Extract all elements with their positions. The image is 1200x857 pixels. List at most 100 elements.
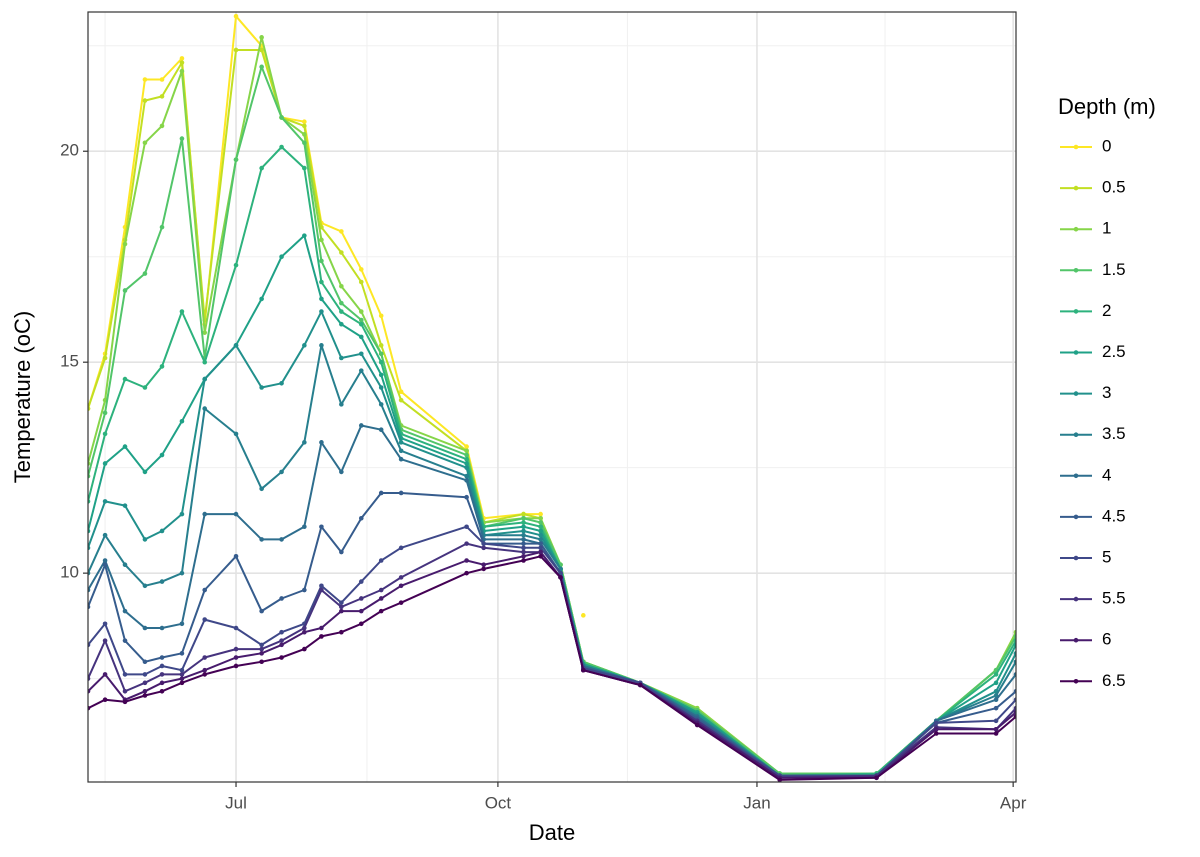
- data-point: [179, 667, 185, 673]
- data-point: [233, 553, 239, 559]
- data-point: [302, 629, 307, 635]
- data-point: [179, 676, 185, 681]
- data-point: [259, 486, 264, 492]
- legend-label: 1.5: [1102, 260, 1126, 279]
- data-point: [142, 140, 148, 146]
- data-point: [279, 115, 284, 120]
- data-point: [464, 570, 469, 576]
- data-point: [521, 537, 526, 542]
- data-point: [993, 726, 999, 732]
- data-point: [319, 258, 324, 264]
- data-point: [233, 511, 239, 517]
- data-point: [538, 516, 543, 521]
- data-point: [102, 638, 108, 643]
- data-point: [179, 621, 185, 627]
- data-point: [319, 279, 324, 285]
- data-point: [378, 490, 384, 496]
- data-point: [378, 385, 384, 390]
- data-point: [179, 680, 185, 686]
- data-point: [581, 613, 586, 618]
- legend-label: 0.5: [1102, 178, 1126, 197]
- data-point: [933, 731, 939, 736]
- data-point: [358, 267, 364, 272]
- data-point: [302, 140, 307, 146]
- data-point: [538, 545, 543, 551]
- data-point: [259, 651, 264, 656]
- data-point: [179, 68, 185, 74]
- data-point: [521, 532, 526, 538]
- data-point: [358, 579, 364, 584]
- data-point: [179, 418, 185, 424]
- data-point: [302, 233, 307, 238]
- data-point: [142, 659, 148, 665]
- data-point: [259, 659, 264, 665]
- data-point: [142, 77, 148, 82]
- data-point: [464, 494, 469, 500]
- data-point: [202, 359, 208, 365]
- data-point: [233, 47, 239, 53]
- data-point: [259, 165, 264, 171]
- data-point: [122, 562, 128, 568]
- data-point: [122, 672, 128, 677]
- data-point: [302, 524, 307, 530]
- data-point: [259, 64, 264, 70]
- data-point: [398, 600, 404, 605]
- data-point: [398, 389, 404, 395]
- data-point: [378, 402, 384, 407]
- data-point: [179, 56, 185, 61]
- data-point: [538, 520, 543, 525]
- data-point: [259, 35, 264, 40]
- data-point: [538, 528, 543, 534]
- data-point: [538, 541, 543, 546]
- data-point: [481, 566, 486, 572]
- data-point: [464, 558, 469, 563]
- data-point: [398, 456, 404, 462]
- legend-swatch-dot: [1073, 226, 1079, 232]
- data-point: [179, 511, 185, 517]
- legend-swatch-dot: [1073, 637, 1079, 643]
- legend-label: 3.5: [1102, 424, 1126, 443]
- data-point: [142, 583, 148, 589]
- legend-swatch-dot: [1073, 473, 1079, 479]
- data-point: [358, 279, 364, 285]
- data-point: [358, 608, 364, 614]
- data-point: [102, 672, 108, 677]
- data-point: [319, 634, 324, 639]
- legend-label: 4.5: [1102, 506, 1126, 525]
- data-point: [259, 608, 264, 614]
- data-point: [481, 545, 486, 551]
- data-point: [122, 503, 128, 508]
- data-point: [159, 680, 165, 686]
- data-point: [142, 469, 148, 475]
- data-point: [202, 587, 208, 593]
- data-point: [538, 537, 543, 542]
- data-point: [202, 667, 208, 673]
- data-point: [142, 537, 148, 542]
- data-point: [358, 317, 364, 323]
- data-point: [538, 549, 543, 555]
- data-point: [319, 524, 324, 530]
- data-point: [398, 583, 404, 589]
- data-point: [521, 558, 526, 563]
- data-point: [378, 372, 384, 378]
- data-point: [319, 587, 324, 593]
- data-point: [122, 638, 128, 643]
- data-point: [279, 638, 284, 643]
- data-point: [319, 625, 324, 631]
- data-point: [302, 646, 307, 652]
- data-point: [481, 541, 486, 546]
- data-point: [179, 136, 185, 141]
- data-point: [933, 720, 939, 726]
- data-point: [319, 237, 324, 243]
- data-point: [233, 431, 239, 437]
- data-point: [339, 355, 344, 361]
- data-point: [179, 309, 185, 314]
- legend-label: 6.5: [1102, 671, 1126, 690]
- data-point: [102, 562, 108, 568]
- legend-swatch-dot: [1073, 309, 1079, 314]
- data-point: [339, 549, 344, 555]
- data-point: [339, 283, 344, 289]
- data-point: [102, 410, 108, 416]
- data-point: [102, 558, 108, 563]
